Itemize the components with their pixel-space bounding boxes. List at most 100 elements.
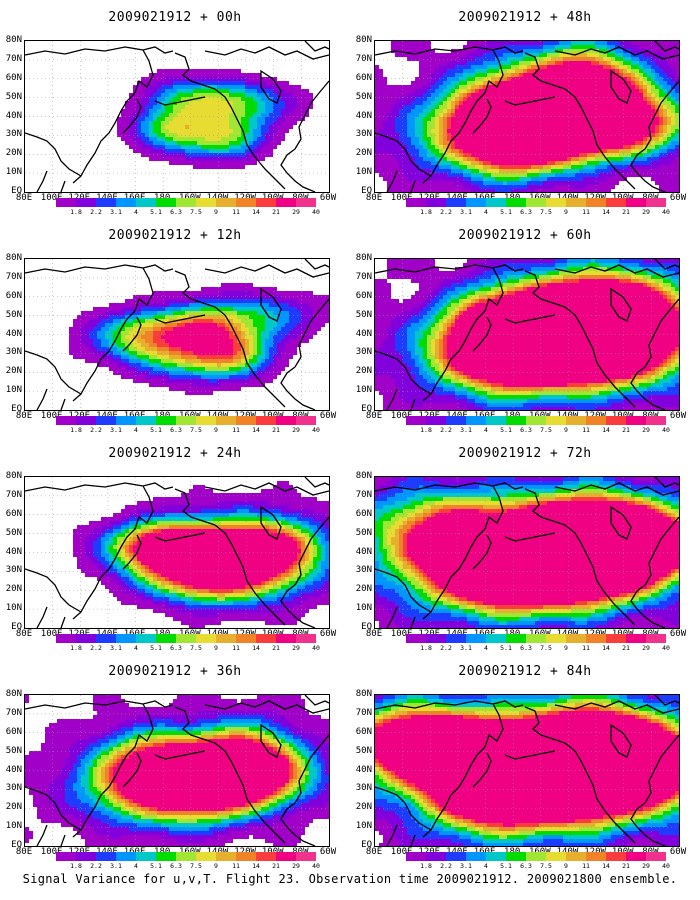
coastline (25, 264, 174, 274)
colorbar-label: 2.2 (440, 426, 452, 434)
variance-map (24, 694, 330, 847)
lon-label: 100E (390, 847, 413, 857)
colorbar-label: 21 (272, 862, 280, 870)
colorbar-swatch (136, 852, 156, 861)
colorbar-swatch (56, 634, 76, 643)
colorbar-swatch (76, 852, 96, 861)
colorbar-swatch (426, 634, 446, 643)
colorbar-label: 1.8 (70, 644, 82, 652)
lat-label: EQ (11, 840, 22, 850)
colorbar-label: 5.1 (150, 208, 162, 216)
lat-label: 80N (5, 35, 22, 45)
colorbar-swatch (586, 852, 606, 861)
coastline (294, 516, 329, 586)
coastline (154, 96, 206, 106)
colorbar-label: 5.1 (500, 426, 512, 434)
colorbar-label: 5.1 (500, 862, 512, 870)
colorbar-swatch (406, 416, 426, 425)
colorbar-label: 5.1 (500, 208, 512, 216)
colorbar-swatch (196, 852, 216, 861)
colorbar-swatch (426, 198, 446, 207)
colorbar-label: 21 (622, 644, 630, 652)
colorbar-swatch (546, 852, 566, 861)
colorbar-label: 14 (602, 426, 610, 434)
coastline (422, 267, 504, 402)
lon-label: 100E (40, 629, 63, 639)
colorbar-label: 14 (602, 208, 610, 216)
colorbar-label: 3.1 (460, 862, 472, 870)
lon-label: 80E (365, 847, 383, 857)
lon-label: 60W (319, 411, 337, 421)
lat-label: 50N (5, 309, 22, 320)
lat-label: EQ (11, 186, 22, 196)
colorbar-swatch (296, 198, 316, 207)
lat-label: 70N (355, 707, 372, 718)
coastline (25, 700, 174, 710)
coastline (122, 316, 142, 352)
colorbar-swatch (136, 416, 156, 425)
colorbar-label: 11 (232, 208, 240, 216)
lon-label: 100E (390, 193, 413, 203)
variance-map (374, 40, 680, 193)
colorbar-swatch (646, 198, 666, 207)
colorbar-swatch (156, 852, 176, 861)
colorbar-label: 6.3 (170, 644, 182, 652)
colorbar-swatch (156, 634, 176, 643)
lat-label: 30N (5, 565, 22, 576)
coastline (214, 88, 286, 190)
coastline (630, 584, 666, 628)
colorbar-label: 6.3 (170, 208, 182, 216)
lat-label: 60N (355, 508, 372, 519)
colorbar-swatch (486, 852, 506, 861)
coastline (174, 52, 216, 90)
coastline (630, 148, 666, 192)
colorbar-swatch (466, 634, 486, 643)
colorbar-label: 4 (484, 426, 488, 434)
colorbar-swatch (276, 198, 296, 207)
colorbar (56, 198, 316, 207)
coastline (554, 482, 679, 496)
lon-label: 60W (669, 847, 687, 857)
lat-label: 70N (355, 271, 372, 282)
colorbar-swatch (486, 198, 506, 207)
colorbar-label: 3.1 (110, 644, 122, 652)
colorbar-label: 2.2 (90, 208, 102, 216)
coastline (122, 752, 142, 788)
colorbar-swatch (466, 416, 486, 425)
coastline (644, 516, 679, 586)
colorbar-swatch (56, 198, 76, 207)
lat-label: 20N (355, 366, 372, 377)
colorbar (406, 634, 666, 643)
colorbar-label: 6.3 (520, 644, 532, 652)
colorbar-swatch (646, 852, 666, 861)
coastline (554, 46, 679, 60)
colorbar-swatch (626, 416, 646, 425)
colorbar (406, 416, 666, 425)
colorbar-swatch (116, 852, 136, 861)
coastline (504, 96, 556, 106)
colorbar-label: 11 (582, 208, 590, 216)
coastline (36, 170, 66, 192)
lat-label: 40N (5, 110, 22, 121)
colorbar-label: 29 (642, 644, 650, 652)
colorbar-label: 9 (214, 208, 218, 216)
colorbar-swatch (96, 198, 116, 207)
coastline (72, 485, 154, 620)
coastline (304, 41, 329, 52)
colorbar-swatch (506, 634, 526, 643)
colorbar-label: 1.8 (420, 208, 432, 216)
coastline (564, 524, 636, 626)
colorbar-label: 1.8 (420, 426, 432, 434)
lat-label: 20N (355, 148, 372, 159)
lat-label: 10N (5, 167, 22, 178)
colorbar-swatch (56, 416, 76, 425)
colorbar-label: 4 (484, 208, 488, 216)
coastline (524, 706, 566, 744)
colorbar-label: 9 (564, 426, 568, 434)
colorbar-swatch (296, 416, 316, 425)
colorbar-swatch (216, 198, 236, 207)
lat-label: 20N (5, 148, 22, 159)
lat-label: 50N (355, 309, 372, 320)
lat-label: 20N (355, 584, 372, 595)
coastline (630, 802, 666, 846)
